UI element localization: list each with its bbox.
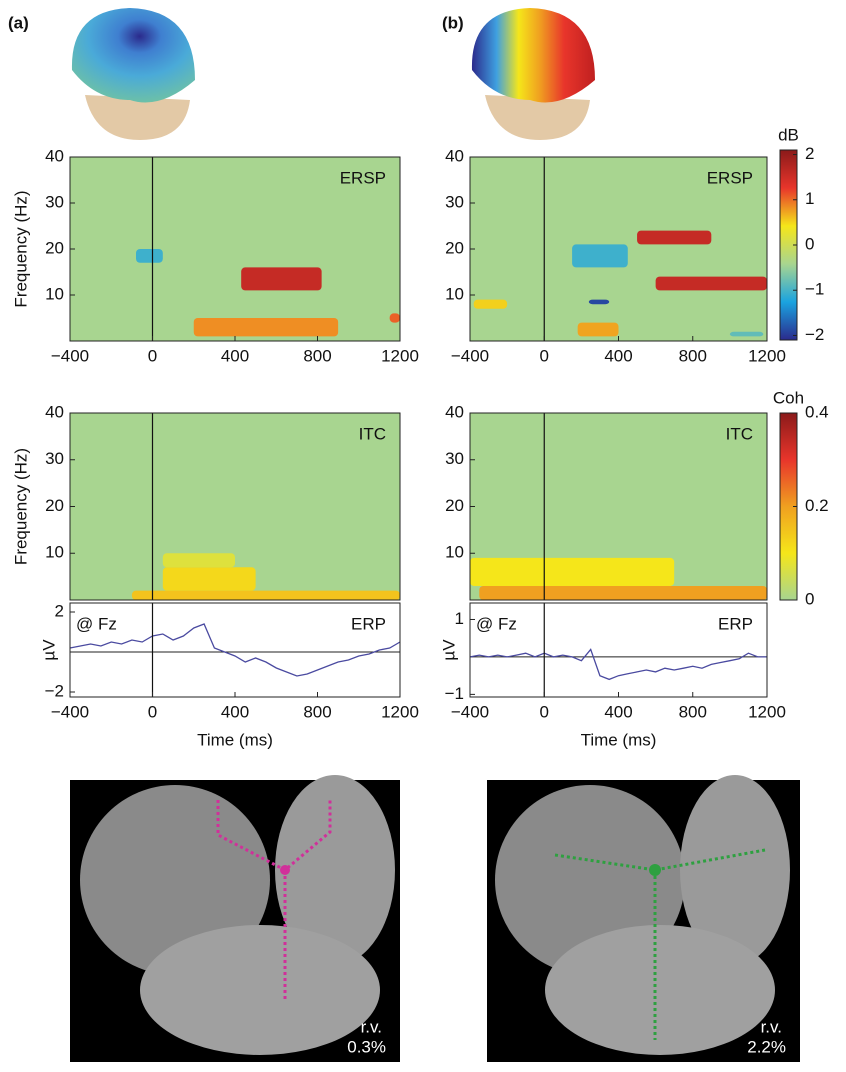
y-tick-label: 30 bbox=[445, 449, 464, 468]
heatmap-blob bbox=[136, 249, 163, 263]
rv-label: r.v. bbox=[761, 1017, 782, 1036]
heatmap-blob bbox=[390, 313, 400, 322]
y-tick-label: −2 bbox=[45, 681, 64, 700]
panel-label: (a) bbox=[8, 13, 29, 32]
y-tick-label: 20 bbox=[445, 496, 464, 515]
x-axis-label: Time (ms) bbox=[197, 730, 273, 749]
x-tick-label: 800 bbox=[303, 346, 331, 365]
x-tick-label: −400 bbox=[51, 346, 89, 365]
y-tick-label: 10 bbox=[445, 284, 464, 303]
heatmap-blob bbox=[637, 231, 711, 245]
colorbar-tick-label: −2 bbox=[805, 325, 824, 344]
y-axis-label: µV bbox=[439, 639, 458, 661]
y-axis-label: µV bbox=[39, 639, 58, 661]
annotation: @ Fz bbox=[76, 614, 117, 633]
x-tick-label: −400 bbox=[451, 702, 489, 721]
figure: (a) (b) r.v. 0.3% r.v. 2.2% 10203040−400… bbox=[0, 0, 846, 1072]
y-tick-label: 30 bbox=[45, 192, 64, 211]
y-tick-label: 1 bbox=[455, 609, 464, 628]
y-tick-label: 40 bbox=[45, 402, 64, 421]
plot-title: ERP bbox=[718, 614, 753, 633]
x-tick-label: 0 bbox=[148, 346, 157, 365]
y-tick-label: 20 bbox=[45, 238, 64, 257]
brain-image bbox=[487, 775, 800, 1062]
scalp-map bbox=[72, 8, 195, 140]
brain-image bbox=[70, 775, 400, 1062]
annotation: @ Fz bbox=[476, 614, 517, 633]
heatmap-blob bbox=[572, 244, 628, 267]
y-tick-label: 10 bbox=[45, 284, 64, 303]
x-tick-label: 1200 bbox=[381, 346, 419, 365]
colorbar-tick-label: −1 bbox=[805, 280, 824, 299]
colorbar-tick-label: 1 bbox=[805, 189, 814, 208]
x-tick-label: −400 bbox=[51, 702, 89, 721]
heatmap-blob bbox=[479, 586, 767, 600]
x-tick-label: 1200 bbox=[748, 702, 786, 721]
x-tick-label: 800 bbox=[679, 702, 707, 721]
y-tick-label: 40 bbox=[445, 402, 464, 421]
plot-title: ITC bbox=[359, 424, 386, 443]
heatmap-blob bbox=[194, 318, 338, 336]
colorbar-title: Coh bbox=[773, 388, 804, 407]
colorbar-tick-label: 2 bbox=[805, 144, 814, 163]
rv-value: 0.3% bbox=[347, 1037, 386, 1056]
x-tick-label: 400 bbox=[221, 702, 249, 721]
panel-label: (b) bbox=[442, 13, 464, 32]
y-tick-label: 30 bbox=[45, 449, 64, 468]
colorbar-tick-label: 0 bbox=[805, 234, 814, 253]
y-axis-label: Frequency (Hz) bbox=[11, 190, 30, 307]
x-tick-label: 400 bbox=[604, 346, 632, 365]
y-tick-label: 40 bbox=[445, 146, 464, 165]
heatmap-blob bbox=[132, 591, 400, 600]
heatmap-blob bbox=[163, 553, 235, 567]
rv-label: r.v. bbox=[361, 1017, 382, 1036]
plot-title: ERSP bbox=[340, 168, 386, 187]
heatmap-blob bbox=[730, 332, 763, 337]
scalp-map bbox=[472, 8, 595, 140]
x-tick-label: 400 bbox=[604, 702, 632, 721]
colorbar-tick-label: 0.2 bbox=[805, 496, 829, 515]
y-tick-label: −1 bbox=[445, 684, 464, 703]
x-tick-label: 1200 bbox=[748, 346, 786, 365]
plot-title: ITC bbox=[726, 424, 753, 443]
plot-title: ERP bbox=[351, 614, 386, 633]
y-tick-label: 20 bbox=[45, 496, 64, 515]
heatmap-blob bbox=[163, 567, 256, 590]
colorbar-title: dB bbox=[778, 125, 799, 144]
x-tick-label: −400 bbox=[451, 346, 489, 365]
colorbar-tick-label: 0 bbox=[805, 589, 814, 608]
page: {"figure": {"panel_labels": ["(a)", "(b)… bbox=[0, 0, 846, 1072]
rv-value: 2.2% bbox=[747, 1037, 786, 1056]
heatmap-blob bbox=[656, 277, 767, 291]
x-tick-label: 0 bbox=[540, 702, 549, 721]
y-tick-label: 30 bbox=[445, 192, 464, 211]
heatmap-blob bbox=[578, 323, 619, 337]
x-tick-label: 800 bbox=[679, 346, 707, 365]
x-tick-label: 1200 bbox=[381, 702, 419, 721]
plot-title: ERSP bbox=[707, 168, 753, 187]
heatmap-blob bbox=[241, 267, 321, 290]
y-tick-label: 2 bbox=[55, 601, 64, 620]
x-tick-label: 0 bbox=[148, 702, 157, 721]
y-tick-label: 10 bbox=[45, 543, 64, 562]
x-tick-label: 400 bbox=[221, 346, 249, 365]
heatmap-blob bbox=[474, 300, 507, 309]
heatmap-blob bbox=[589, 300, 609, 305]
x-tick-label: 0 bbox=[540, 346, 549, 365]
x-tick-label: 800 bbox=[303, 702, 331, 721]
y-axis-label: Frequency (Hz) bbox=[11, 448, 30, 565]
y-tick-label: 20 bbox=[445, 238, 464, 257]
colorbar-tick-label: 0.4 bbox=[805, 402, 829, 421]
y-tick-label: 40 bbox=[45, 146, 64, 165]
y-tick-label: 10 bbox=[445, 543, 464, 562]
heatmap-blob bbox=[470, 558, 674, 586]
x-axis-label: Time (ms) bbox=[581, 730, 657, 749]
erp-line bbox=[470, 649, 767, 679]
